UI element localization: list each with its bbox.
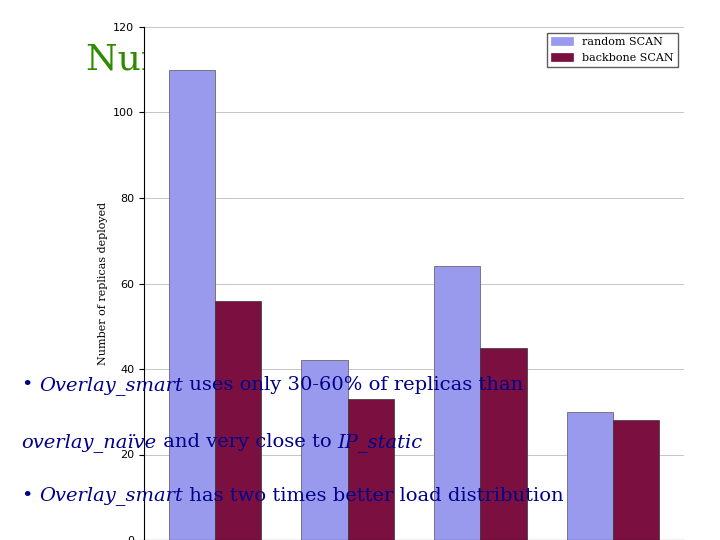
Text: Overlay_smart: Overlay_smart xyxy=(39,376,183,395)
Text: IP_static: IP_static xyxy=(338,433,423,452)
Legend: random SCAN, backbone SCAN: random SCAN, backbone SCAN xyxy=(546,32,678,67)
Y-axis label: Number of replicas deployed: Number of replicas deployed xyxy=(98,202,107,365)
Bar xyxy=(480,348,527,540)
Bar xyxy=(301,361,348,540)
Bar xyxy=(613,420,660,540)
Bar xyxy=(168,70,215,540)
Text: •: • xyxy=(22,487,39,504)
Text: uses only 30-60% of replicas than: uses only 30-60% of replicas than xyxy=(183,376,523,394)
Bar xyxy=(348,399,394,540)
Text: has two times better load distribution: has two times better load distribution xyxy=(183,487,564,504)
Text: •: • xyxy=(22,376,39,394)
Bar xyxy=(567,411,613,540)
Text: and very close to: and very close to xyxy=(157,433,338,451)
Bar xyxy=(434,266,480,540)
Bar xyxy=(215,301,261,540)
Text: Number of Replicas Deployed
and Load Distribution: Number of Replicas Deployed and Load Dis… xyxy=(86,43,634,118)
Text: Overlay_smart: Overlay_smart xyxy=(39,487,183,505)
Text: overlay_naïve: overlay_naïve xyxy=(22,433,157,452)
